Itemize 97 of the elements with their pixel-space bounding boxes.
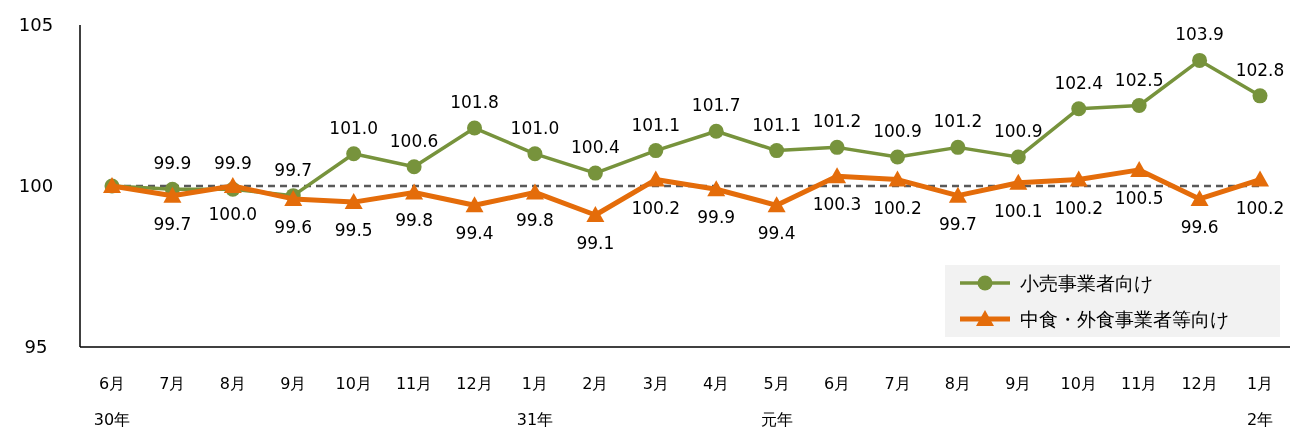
point: [769, 143, 785, 159]
point: [646, 170, 665, 187]
data-label: 99.9: [697, 207, 736, 228]
x-tick-label: 6月30年: [93, 374, 131, 428]
x-tick-label: 5月元年: [760, 374, 793, 428]
x-tick-label: 2月: [582, 374, 609, 393]
data-label: 100.9: [993, 121, 1043, 142]
x-tick-label: 10月: [1060, 374, 1097, 393]
point: [1071, 101, 1087, 117]
data-label: 100.6: [389, 130, 439, 151]
point: [1009, 173, 1028, 190]
x-tick-label: 10月: [335, 374, 372, 393]
data-label: 100.1: [993, 200, 1043, 221]
point: [1251, 170, 1269, 187]
x-tick-label: 8月: [219, 374, 246, 393]
point: [1130, 160, 1149, 177]
point: [648, 143, 664, 159]
point: [587, 165, 603, 181]
point: [1252, 88, 1268, 104]
data-label: 99.7: [153, 213, 192, 234]
data-label: 101.8: [450, 92, 499, 113]
data-label: 99.8: [395, 210, 434, 231]
data-label: 102.8: [1235, 59, 1285, 80]
point: [948, 186, 967, 203]
x-tick-label: 3月: [642, 374, 669, 393]
y-tick-label: 95: [24, 336, 48, 357]
point: [888, 170, 907, 187]
data-label: 99.5: [334, 220, 373, 241]
point: [767, 196, 786, 213]
data-label: 100.4: [571, 137, 620, 158]
data-label: 99.7: [274, 159, 313, 180]
data-label: 101.2: [812, 111, 862, 132]
data-label: 101.2: [933, 111, 983, 132]
data-label: 100.0: [208, 204, 258, 224]
x-tick-label: 7月: [159, 374, 186, 393]
x-tick-label: 12月: [456, 374, 493, 393]
point: [406, 159, 422, 175]
point: [708, 123, 724, 139]
data-label: 102.5: [1114, 69, 1164, 90]
point: [828, 167, 847, 184]
data-label: 99.9: [213, 153, 252, 174]
y-tick-label: 105: [18, 14, 54, 35]
data-label: 102.4: [1054, 72, 1104, 93]
data-label: 100.9: [873, 121, 922, 142]
point: [950, 139, 966, 155]
point: [707, 180, 726, 197]
data-label: 99.8: [516, 210, 554, 231]
data-label: 100.2: [873, 197, 922, 218]
data-label: 101.0: [329, 117, 379, 138]
data-label: 99.6: [1180, 216, 1219, 237]
point: [1131, 98, 1147, 113]
legend-label: 中食・外食事業者等向け: [1020, 308, 1229, 330]
point: [525, 183, 544, 200]
point: [405, 183, 424, 200]
point: [346, 146, 362, 162]
data-label: 99.9: [153, 153, 192, 174]
x-tick-label: 12月: [1181, 374, 1218, 393]
point: [889, 149, 905, 165]
point: [163, 186, 182, 203]
x-tick-label: 1月31年: [516, 374, 554, 428]
point: [586, 205, 605, 222]
legend-label: 小売事業者向け: [1020, 272, 1153, 294]
x-tick-label: 6月: [823, 374, 851, 393]
point: [1010, 149, 1026, 165]
data-label: 100.2: [1235, 197, 1285, 218]
data-label: 101.0: [510, 117, 560, 138]
data-label: 99.6: [274, 216, 313, 237]
point: [1190, 189, 1209, 206]
data-label: 101.1: [752, 114, 801, 135]
x-tick-label: 1月2年: [1246, 374, 1274, 428]
point: [465, 196, 484, 213]
data-label: 99.1: [576, 232, 615, 253]
point: [223, 177, 242, 193]
x-tick-label: 11月: [1120, 374, 1158, 393]
data-label: 101.7: [691, 95, 741, 116]
point: [527, 146, 543, 162]
x-tick-label: 9月: [1005, 374, 1032, 393]
point: [829, 139, 845, 155]
data-label: 99.4: [757, 223, 796, 244]
data-label: 100.3: [812, 194, 862, 215]
x-tick-label: 11月: [395, 374, 433, 393]
x-tick-label: 8月: [944, 374, 971, 393]
x-tick-label: 9月: [280, 374, 307, 393]
data-label: 100.5: [1114, 187, 1164, 208]
data-label: 100.2: [631, 197, 681, 218]
x-tick-label: 4月: [703, 374, 730, 393]
point: [1069, 170, 1088, 187]
point: [467, 120, 483, 136]
point: [344, 193, 363, 210]
data-label: 100.2: [1054, 197, 1104, 218]
point: [1192, 52, 1208, 68]
data-label: 99.7: [938, 213, 977, 234]
x-tick-label: 7月: [884, 374, 911, 393]
data-label: 101.1: [631, 114, 681, 135]
data-label: 103.9: [1175, 24, 1224, 45]
y-tick-label: 100: [18, 175, 54, 196]
data-label: 99.4: [455, 223, 494, 244]
